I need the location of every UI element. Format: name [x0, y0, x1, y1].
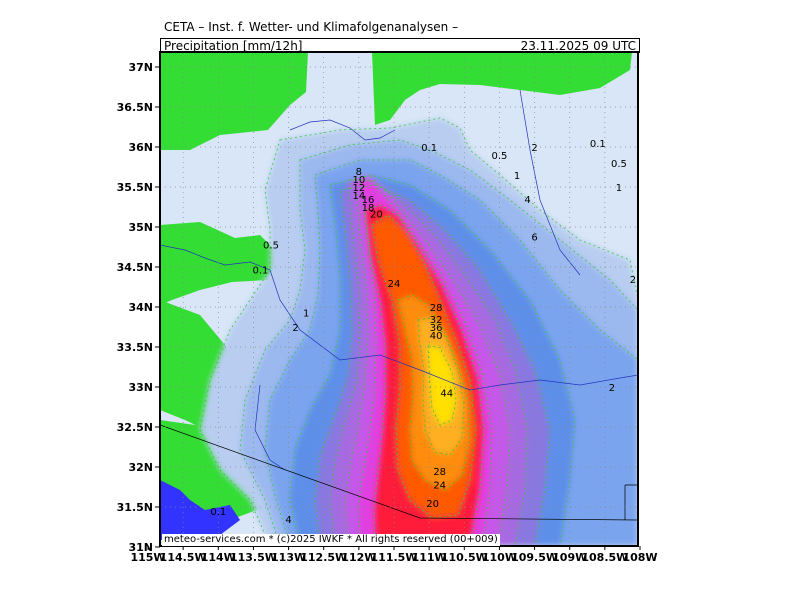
- contour-label: 4: [524, 195, 530, 206]
- contour-label: 18: [362, 203, 375, 214]
- land-north: [372, 52, 632, 125]
- contour-label: 0.5: [491, 151, 507, 162]
- contour-line-16: [357, 179, 493, 546]
- contour-lines: [199, 117, 638, 546]
- y-tick-label: 32N: [128, 461, 153, 474]
- contour-label: 28: [430, 303, 443, 314]
- field-label: Precipitation [mm/12h]: [164, 39, 303, 53]
- x-tick-label: 115W: [130, 551, 165, 564]
- x-tick-label: 111W: [412, 551, 447, 564]
- x-tick-label: 113.5W: [230, 551, 277, 564]
- contour-label: 1: [616, 183, 622, 194]
- y-tick-label: 34N: [128, 301, 153, 314]
- contour-label: 36: [430, 323, 443, 334]
- contour-line-44: [427, 344, 457, 426]
- contour-label: 4: [285, 515, 291, 526]
- x-tick-label: 111.5W: [371, 551, 418, 564]
- contour-label: 2: [609, 383, 615, 394]
- valid-time: 23.11.2025 09 UTC: [520, 39, 636, 53]
- contour-label: 0.1: [210, 507, 226, 518]
- x-tick-label: 112W: [341, 551, 376, 564]
- contour-label: 2: [630, 275, 636, 286]
- contour-label: 10: [352, 175, 365, 186]
- contour-label: 6: [531, 233, 537, 244]
- contour-label: 16: [362, 195, 375, 206]
- y-tick-label: 32.5N: [117, 421, 153, 434]
- chart-header-title: CETA – Inst. f. Wetter- und Klimafolgena…: [164, 20, 459, 34]
- contour-line-1: [239, 139, 638, 546]
- water-gulf: [160, 480, 240, 540]
- x-tick-label: 108.5W: [581, 551, 628, 564]
- contour-label: 0.1: [253, 265, 269, 276]
- contour-label: 20: [370, 209, 383, 220]
- contour-label: 32: [430, 315, 443, 326]
- land-nw: [160, 52, 308, 150]
- contour-label: 0.5: [263, 241, 279, 252]
- contour-label: 1: [514, 171, 520, 182]
- contour-line-28: [397, 294, 471, 491]
- y-tick-label: 33N: [128, 381, 153, 394]
- chart-header-bar: Precipitation [mm/12h] 23.11.2025 09 UTC: [160, 38, 640, 53]
- y-tick-label: 31.5N: [117, 501, 153, 514]
- contour-label: 1: [303, 309, 309, 320]
- x-tick-label: 110W: [482, 551, 517, 564]
- contour-label: 0.5: [611, 159, 627, 170]
- y-tick-label: 36.5N: [117, 101, 153, 114]
- contour-label: 24: [433, 481, 446, 492]
- contour-label: 14: [352, 191, 365, 202]
- x-tick-label: 110.5W: [441, 551, 488, 564]
- contour-label: 8: [356, 167, 362, 178]
- y-tick-label: 37N: [128, 61, 153, 74]
- contour-label: 0.1: [421, 143, 437, 154]
- contour-label: 24: [388, 279, 401, 290]
- x-tick-label: 114.5W: [160, 551, 207, 564]
- contour-line-12: [344, 175, 511, 546]
- contour-label: 0.1: [590, 139, 606, 150]
- contour-label: 20: [426, 499, 439, 510]
- contour-label: 2: [531, 143, 537, 154]
- copyright-footer: meteo-services.com * (c)2025 IWKF * All …: [162, 534, 500, 546]
- y-tick-label: 34.5N: [117, 261, 153, 274]
- contour-label: 2: [292, 323, 298, 334]
- y-tick-label: 33.5N: [117, 341, 153, 354]
- contour-line-24: [371, 214, 477, 519]
- borders: [160, 424, 638, 521]
- contour-line-0_5: [199, 117, 638, 546]
- x-tick-label: 112.5W: [300, 551, 347, 564]
- contour-label: 44: [440, 389, 453, 400]
- x-tick-label: 108W: [622, 551, 657, 564]
- y-tick-label: 35N: [128, 221, 153, 234]
- x-tick-label: 114W: [201, 551, 236, 564]
- contour-label: 12: [352, 183, 365, 194]
- x-tick-label: 113W: [271, 551, 306, 564]
- plot-frame: [159, 51, 639, 547]
- y-tick-label: 36N: [128, 141, 153, 154]
- x-tick-label: 109W: [552, 551, 587, 564]
- y-tick-label: 35.5N: [117, 181, 153, 194]
- precip-band-44: [428, 345, 456, 425]
- x-tick-label: 109.5W: [511, 551, 558, 564]
- contour-line-36: [417, 317, 465, 456]
- contour-label: 40: [430, 331, 443, 342]
- y-tick-label: 31N: [128, 541, 153, 554]
- contour-label: 28: [433, 467, 446, 478]
